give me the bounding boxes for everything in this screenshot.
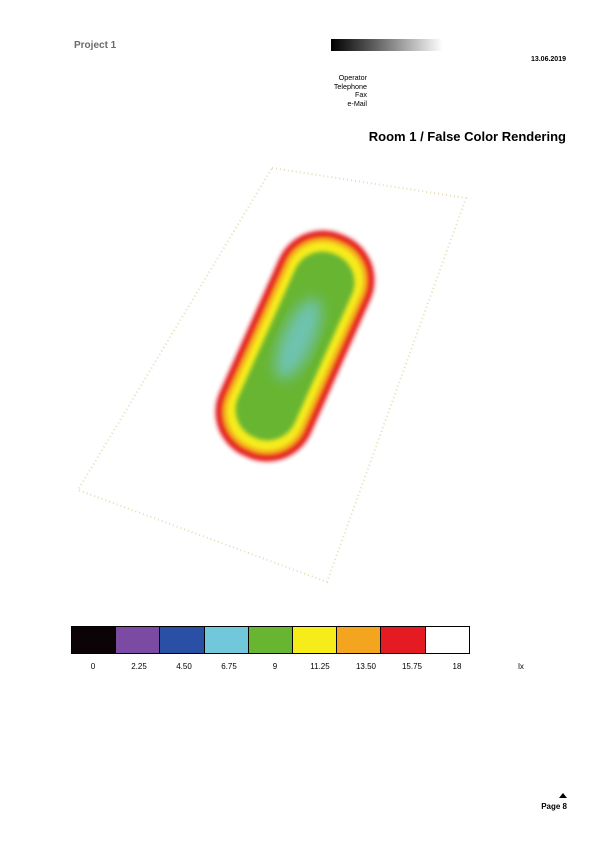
legend-label: 6.75 (221, 662, 237, 671)
report-date: 13.06.2019 (530, 56, 566, 63)
false-color-rendering (76, 166, 468, 584)
page-up-arrow-icon (559, 793, 567, 798)
legend-swatch (336, 626, 382, 654)
page-title: Room 1 / False Color Rendering (369, 129, 566, 144)
contact-telephone: Telephone (333, 81, 367, 91)
legend-swatch (380, 626, 426, 654)
title-separator: / (416, 129, 428, 144)
legend-swatch (71, 626, 117, 654)
legend-label: 11.25 (310, 662, 330, 671)
legend-swatch (203, 626, 249, 654)
legend-swatch (291, 626, 338, 654)
legend-swatch (247, 626, 293, 654)
legend-label: 18 (452, 662, 462, 671)
legend-label: 2.25 (131, 662, 147, 671)
zone-cyan (275, 297, 322, 380)
legend-unit: lx (518, 662, 524, 671)
rendering-name: False Color Rendering (427, 129, 566, 144)
legend-label: 9 (272, 662, 278, 671)
legend-labels: 0 2.25 4.50 6.75 9 11.25 13.50 15.75 18 … (0, 662, 596, 674)
room-name: Room 1 (368, 129, 417, 144)
color-scale-legend (71, 626, 470, 654)
room-floor-outline (76, 166, 468, 584)
legend-swatch (115, 626, 161, 654)
page-number: Page 8 (541, 802, 567, 811)
contact-block: Operator Telephone Fax e-Mail (300, 73, 367, 108)
legend-label: 13.50 (355, 662, 377, 671)
project-name: Project 1 (74, 40, 117, 51)
contact-fax: Fax (355, 90, 367, 100)
contact-operator: Operator (338, 73, 367, 82)
illuminance-field (215, 230, 375, 462)
legend-swatch (424, 626, 470, 654)
legend-label: 0 (90, 662, 96, 671)
contact-email: e-Mail (347, 98, 367, 108)
legend-swatch (159, 626, 205, 654)
logo-gradient-bar (331, 39, 443, 51)
legend-label: 15.75 (401, 662, 423, 671)
legend-label: 4.50 (176, 662, 192, 671)
